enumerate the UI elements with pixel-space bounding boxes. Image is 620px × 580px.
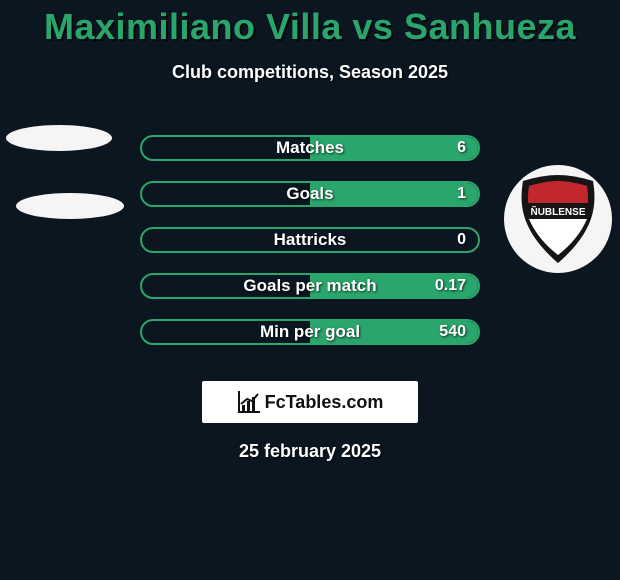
branding-text: FcTables.com bbox=[265, 392, 384, 413]
stat-value-right: 540 bbox=[439, 319, 466, 345]
footer-date: 25 february 2025 bbox=[0, 441, 620, 462]
stat-value-right: 6 bbox=[457, 135, 466, 161]
stat-label: Goals per match bbox=[140, 273, 480, 299]
chart-icon bbox=[237, 391, 261, 413]
stat-label: Goals bbox=[140, 181, 480, 207]
stats-block: ÑUBLENSE Matches6Goals1Hattricks0Goals p… bbox=[0, 125, 620, 355]
stat-row: Matches6 bbox=[0, 125, 620, 171]
stat-row: Min per goal540 bbox=[0, 309, 620, 355]
stat-value-right: 0 bbox=[457, 227, 466, 253]
subtitle: Club competitions, Season 2025 bbox=[0, 62, 620, 83]
stat-value-right: 0.17 bbox=[435, 273, 466, 299]
stat-row: Goals1 bbox=[0, 171, 620, 217]
branding-box: FcTables.com bbox=[202, 381, 418, 423]
stat-row: Hattricks0 bbox=[0, 217, 620, 263]
stat-row: Goals per match0.17 bbox=[0, 263, 620, 309]
stat-value-right: 1 bbox=[457, 181, 466, 207]
stat-label: Matches bbox=[140, 135, 480, 161]
stat-label: Hattricks bbox=[140, 227, 480, 253]
stat-label: Min per goal bbox=[140, 319, 480, 345]
page-title: Maximiliano Villa vs Sanhueza bbox=[0, 0, 620, 48]
